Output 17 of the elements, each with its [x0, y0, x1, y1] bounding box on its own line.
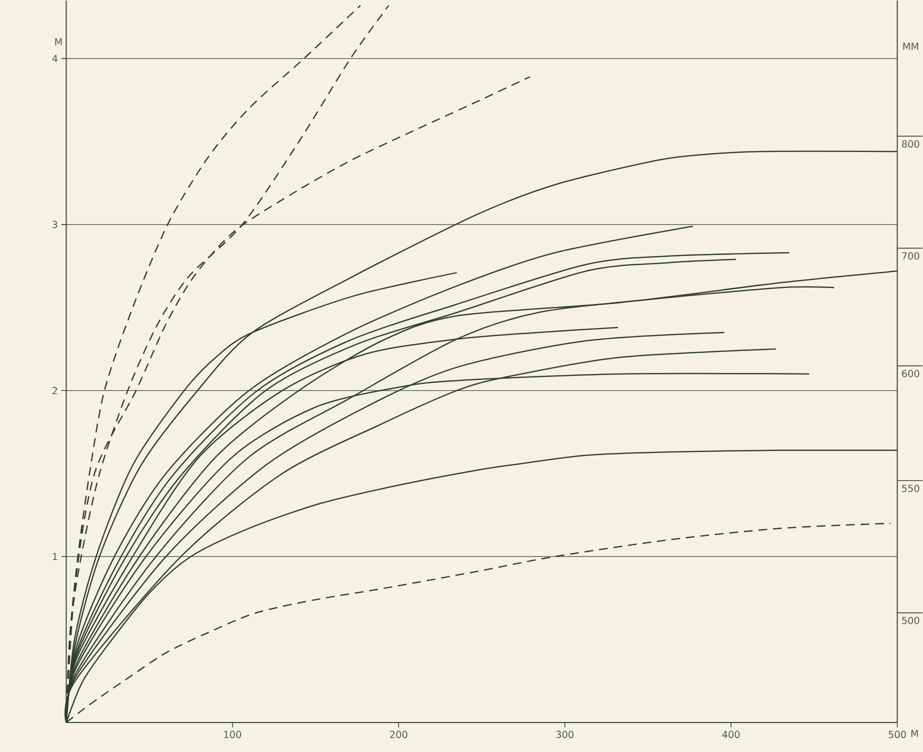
- x-tick-label: 400: [722, 730, 740, 738]
- x-tick-label: 100: [224, 730, 242, 738]
- text: MM: [903, 42, 918, 50]
- text: 550: [902, 484, 920, 492]
- y-tick-label: 1: [52, 552, 58, 560]
- x-tick-label: 300: [556, 730, 574, 738]
- x-tick-label: 200: [390, 730, 408, 738]
- text: 700: [902, 252, 920, 260]
- x-axis-title: M: [911, 730, 918, 737]
- y-axis-title: M: [55, 38, 62, 46]
- text: 500: [902, 616, 920, 624]
- y-tick-label: 2: [52, 386, 57, 394]
- x-tick-label: 500: [888, 730, 906, 738]
- y-tick-label: 3: [52, 220, 58, 228]
- y-tick-label: 4: [52, 54, 58, 62]
- text: 600: [902, 370, 920, 378]
- text: 800: [902, 140, 920, 148]
